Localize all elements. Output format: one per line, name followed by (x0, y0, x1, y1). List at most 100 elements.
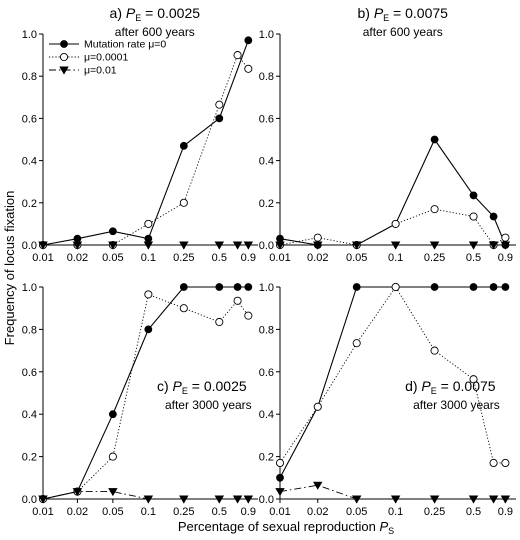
data-point (244, 311, 253, 320)
legend-entry: Mutation rate μ=0 (49, 39, 166, 51)
data-point (390, 495, 401, 504)
y-tick-label: 1.0 (22, 29, 37, 41)
panel-title: b) PE = 0.0075 (357, 5, 448, 23)
x-tick-label: 0.02 (67, 252, 88, 264)
data-point (233, 51, 242, 60)
y-tick-label: 0.0 (22, 494, 37, 506)
x-tick-label: 0.1 (141, 506, 156, 518)
panel-c: 0.0 0.2 0.4 0.6 0.8 1.0 0.01 0.02 0.05 0.1 0.25 0.5… (22, 282, 258, 518)
data-point (215, 317, 224, 327)
data-point (500, 495, 511, 504)
x-tick-label: 0.02 (307, 252, 328, 264)
legend-label: Mutation rate μ=0 (84, 39, 166, 51)
data-point (469, 212, 478, 221)
data-point (244, 64, 253, 73)
data-point (430, 205, 439, 214)
data-point (430, 283, 439, 291)
data-point (276, 473, 284, 482)
legend-label: μ=0.0001 (84, 52, 128, 64)
data-point (500, 241, 511, 250)
y-tick-label: 0.8 (259, 71, 274, 83)
data-point (215, 114, 224, 123)
data-point (108, 452, 117, 461)
x-tick-label: 0.25 (173, 506, 194, 518)
y-axis-label: Frequency of locus fixation (2, 191, 17, 346)
x-axis-label: Percentage of sexual reproduction PS (178, 519, 394, 536)
data-point (489, 458, 498, 468)
x-tick-label: 0.25 (173, 252, 194, 264)
data-point (351, 241, 362, 250)
y-tick-label: 0.4 (259, 409, 274, 421)
y-tick-label: 0.6 (259, 113, 274, 125)
x-tick-label: 0.05 (346, 506, 367, 518)
data-point (232, 495, 243, 504)
legend-entry: μ=0.01 (49, 65, 117, 77)
series-line (279, 286, 506, 464)
x-tick-label: 0.9 (241, 506, 256, 518)
data-point (313, 241, 323, 250)
y-tick-label: 0.6 (22, 113, 37, 125)
data-point (179, 198, 188, 207)
x-tick-label: 0.5 (212, 506, 227, 518)
data-point (352, 283, 361, 291)
y-tick-label: 0.6 (259, 367, 274, 379)
x-tick-label: 0.5 (466, 252, 481, 264)
data-point (313, 481, 323, 490)
y-tick-label: 0.8 (259, 324, 274, 336)
y-tick-label: 0.8 (22, 71, 37, 83)
data-point (179, 141, 188, 150)
series-line (279, 208, 506, 246)
data-point (179, 495, 189, 504)
x-tick-label: 0.5 (212, 252, 227, 264)
y-tick-label: 0.2 (22, 452, 37, 464)
y-tick-label: 1.0 (259, 29, 274, 41)
series-filled-triangle-down (275, 481, 511, 504)
legend-marker (60, 40, 68, 48)
data-point (275, 241, 285, 250)
data-point (215, 283, 224, 291)
series-open-circle (275, 282, 510, 468)
series-open-circle (38, 290, 253, 504)
y-tick-label: 0.4 (259, 156, 274, 168)
data-point (215, 100, 224, 109)
x-tick-label: 0.25 (424, 252, 445, 264)
y-tick-label: 1.0 (22, 282, 37, 294)
data-point (352, 339, 361, 348)
data-point (489, 212, 498, 221)
panel-title: c) PE = 0.0025 (157, 378, 247, 396)
data-point (313, 402, 322, 411)
data-point (144, 234, 153, 243)
data-point (501, 458, 510, 468)
data-point (430, 346, 439, 355)
y-tick-label: 0.6 (22, 367, 37, 379)
data-point (501, 233, 510, 242)
data-point (469, 375, 478, 384)
data-point (143, 241, 154, 250)
data-point (108, 488, 118, 497)
panel-a: 0.0 0.2 0.4 0.6 0.8 1.0 0.01 0.02 0.05 0.1 0.25 0.5… (22, 5, 258, 264)
x-tick-label: 0.01 (32, 506, 53, 518)
data-point (233, 283, 242, 291)
data-point (72, 488, 83, 497)
data-point (244, 36, 253, 45)
x-tick-label: 0.05 (346, 252, 367, 264)
series-line (42, 40, 249, 246)
panel-title: d) PE = 0.0075 (405, 378, 496, 396)
x-tick-label: 0.01 (269, 506, 290, 518)
x-tick-label: 0.9 (241, 252, 256, 264)
legend-entry: μ=0.0001 (49, 52, 128, 64)
data-point (351, 495, 362, 504)
data-point (489, 283, 498, 291)
x-tick-label: 0.02 (67, 506, 88, 518)
data-point (108, 227, 117, 236)
legend-marker (59, 52, 69, 62)
data-point (233, 296, 242, 305)
data-point (179, 241, 189, 250)
data-point (469, 283, 478, 291)
data-point (72, 241, 83, 250)
data-point (244, 283, 253, 291)
data-point (313, 233, 322, 242)
data-point (108, 241, 118, 250)
y-tick-label: 1.0 (259, 282, 274, 294)
